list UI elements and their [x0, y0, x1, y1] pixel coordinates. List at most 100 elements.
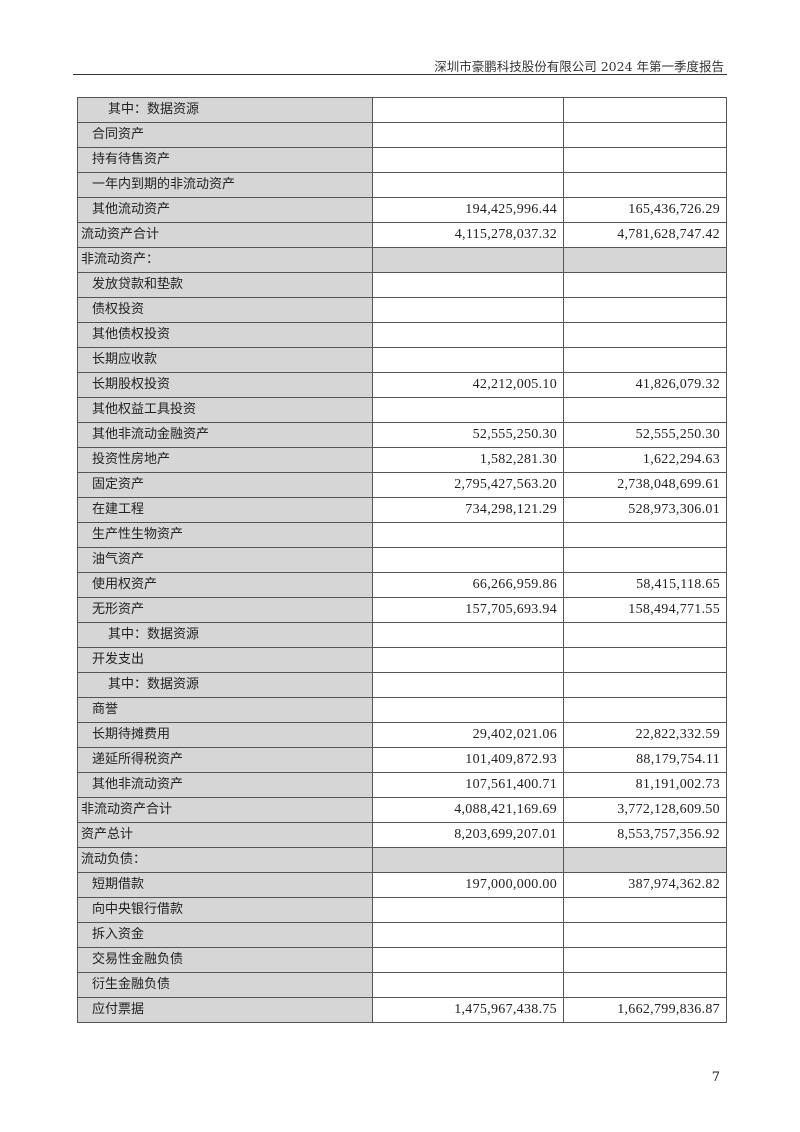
row-label: 固定资产 — [77, 472, 373, 498]
prior-period-value — [563, 322, 727, 348]
prior-period-value — [563, 897, 727, 923]
table-row: 衍生金融负债 — [77, 972, 727, 998]
row-label: 应付票据 — [77, 997, 373, 1023]
current-period-value: 42,212,005.10 — [372, 372, 564, 398]
prior-period-value — [563, 97, 727, 123]
current-period-value — [372, 97, 564, 123]
current-period-value — [372, 672, 564, 698]
current-period-value — [372, 547, 564, 573]
prior-period-value: 58,415,118.65 — [563, 572, 727, 598]
row-label: 资产总计 — [77, 822, 373, 848]
current-period-value: 29,402,021.06 — [372, 722, 564, 748]
table-row: 应付票据 1,475,967,438.75 1,662,799,836.87 — [77, 997, 727, 1023]
row-label: 其他权益工具投资 — [77, 397, 373, 423]
current-period-value: 4,088,421,169.69 — [372, 797, 564, 823]
table-row: 一年内到期的非流动资产 — [77, 172, 727, 198]
table-row: 其中：数据资源 — [77, 97, 727, 123]
prior-period-value — [563, 847, 727, 873]
row-label: 衍生金融负债 — [77, 972, 373, 998]
row-label: 交易性金融负债 — [77, 947, 373, 973]
prior-period-value: 158,494,771.55 — [563, 597, 727, 623]
row-label: 非流动资产： — [77, 247, 373, 273]
row-label: 商誉 — [77, 697, 373, 723]
prior-period-value — [563, 397, 727, 423]
current-period-value: 8,203,699,207.01 — [372, 822, 564, 848]
row-label: 使用权资产 — [77, 572, 373, 598]
table-row: 拆入资金 — [77, 922, 727, 948]
prior-period-value: 3,772,128,609.50 — [563, 797, 727, 823]
row-label: 发放贷款和垫款 — [77, 272, 373, 298]
row-label: 债权投资 — [77, 297, 373, 323]
prior-period-value: 1,662,799,836.87 — [563, 997, 727, 1023]
current-period-value — [372, 172, 564, 198]
row-label: 其中：数据资源 — [77, 97, 373, 123]
prior-period-value: 81,191,002.73 — [563, 772, 727, 798]
current-period-value — [372, 322, 564, 348]
row-label: 一年内到期的非流动资产 — [77, 172, 373, 198]
row-label: 其中：数据资源 — [77, 672, 373, 698]
prior-period-value — [563, 147, 727, 173]
current-period-value — [372, 622, 564, 648]
table-row: 交易性金融负债 — [77, 947, 727, 973]
table-row: 流动资产合计 4,115,278,037.32 4,781,628,747.42 — [77, 222, 727, 248]
current-period-value: 734,298,121.29 — [372, 497, 564, 523]
current-period-value: 1,582,281.30 — [372, 447, 564, 473]
prior-period-value: 41,826,079.32 — [563, 372, 727, 398]
row-label: 油气资产 — [77, 547, 373, 573]
current-period-value: 197,000,000.00 — [372, 872, 564, 898]
prior-period-value: 4,781,628,747.42 — [563, 222, 727, 248]
table-row: 其他非流动金融资产 52,555,250.30 52,555,250.30 — [77, 422, 727, 448]
row-label: 其他非流动金融资产 — [77, 422, 373, 448]
current-period-value — [372, 947, 564, 973]
table-row: 油气资产 — [77, 547, 727, 573]
prior-period-value — [563, 922, 727, 948]
table-row: 生产性生物资产 — [77, 522, 727, 548]
current-period-value: 157,705,693.94 — [372, 597, 564, 623]
current-period-value: 52,555,250.30 — [372, 422, 564, 448]
prior-period-value — [563, 347, 727, 373]
balance-sheet-table: 其中：数据资源 合同资产 持有待售资产 一年内到期的非流动资产 其他流动资产 194,42… — [77, 97, 727, 1023]
prior-period-value — [563, 622, 727, 648]
current-period-value — [372, 922, 564, 948]
table-row: 其他流动资产 194,425,996.44 165,436,726.29 — [77, 197, 727, 223]
table-row: 使用权资产 66,266,959.86 58,415,118.65 — [77, 572, 727, 598]
current-period-value — [372, 147, 564, 173]
prior-period-value — [563, 122, 727, 148]
prior-period-value — [563, 247, 727, 273]
row-label: 拆入资金 — [77, 922, 373, 948]
table-row: 其他债权投资 — [77, 322, 727, 348]
current-period-value — [372, 122, 564, 148]
current-period-value — [372, 272, 564, 298]
current-period-value — [372, 897, 564, 923]
table-row: 长期应收款 — [77, 347, 727, 373]
current-period-value: 1,475,967,438.75 — [372, 997, 564, 1023]
prior-period-value — [563, 172, 727, 198]
table-row: 递延所得税资产 101,409,872.93 88,179,754.11 — [77, 747, 727, 773]
current-period-value — [372, 697, 564, 723]
table-row: 其中：数据资源 — [77, 622, 727, 648]
prior-period-value — [563, 647, 727, 673]
row-label: 长期应收款 — [77, 347, 373, 373]
row-label: 其他债权投资 — [77, 322, 373, 348]
row-label: 合同资产 — [77, 122, 373, 148]
row-label: 在建工程 — [77, 497, 373, 523]
table-row: 向中央银行借款 — [77, 897, 727, 923]
prior-period-value: 52,555,250.30 — [563, 422, 727, 448]
prior-period-value — [563, 697, 727, 723]
section-header-row: 流动负债： — [77, 847, 727, 873]
row-label: 长期股权投资 — [77, 372, 373, 398]
row-label: 短期借款 — [77, 872, 373, 898]
row-label: 无形资产 — [77, 597, 373, 623]
table-row: 在建工程 734,298,121.29 528,973,306.01 — [77, 497, 727, 523]
row-label: 非流动资产合计 — [77, 797, 373, 823]
prior-period-value: 387,974,362.82 — [563, 872, 727, 898]
row-label: 生产性生物资产 — [77, 522, 373, 548]
prior-period-value: 1,622,294.63 — [563, 447, 727, 473]
current-period-value — [372, 972, 564, 998]
row-label: 流动资产合计 — [77, 222, 373, 248]
report-header-title: 深圳市豪鹏科技股份有限公司 2024 年第一季度报告 — [434, 59, 724, 74]
prior-period-value — [563, 672, 727, 698]
row-label: 投资性房地产 — [77, 447, 373, 473]
current-period-value — [372, 297, 564, 323]
current-period-value: 101,409,872.93 — [372, 747, 564, 773]
